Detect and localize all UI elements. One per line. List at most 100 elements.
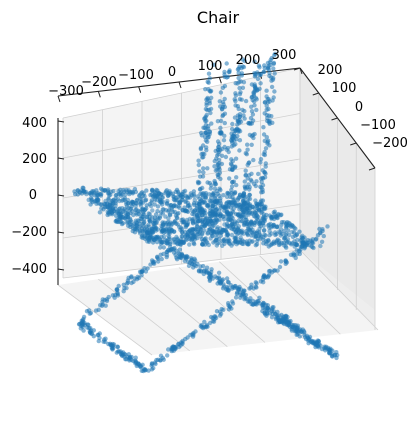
data-point	[207, 198, 212, 203]
data-point	[175, 242, 180, 247]
data-point	[226, 307, 232, 312]
data-point	[97, 210, 103, 215]
data-point	[225, 232, 231, 238]
data-point	[265, 311, 270, 316]
data-point	[217, 240, 222, 245]
data-point	[160, 207, 165, 212]
data-point	[169, 347, 174, 352]
data-point	[261, 235, 266, 240]
data-point	[245, 162, 250, 168]
grid-line	[138, 273, 228, 347]
data-point	[117, 206, 123, 211]
data-point	[166, 209, 171, 214]
data-point	[207, 129, 212, 134]
data-point	[302, 241, 307, 246]
data-point	[230, 301, 236, 306]
data-point	[233, 203, 239, 208]
data-point	[168, 203, 173, 208]
data-point	[247, 185, 252, 190]
data-point	[221, 138, 227, 143]
data-point	[202, 116, 208, 121]
y-tick-label: −100	[360, 118, 396, 133]
data-point	[268, 57, 273, 63]
data-point	[229, 184, 235, 189]
data-point	[148, 231, 153, 237]
data-point	[233, 103, 238, 108]
data-point	[191, 194, 197, 199]
data-point	[322, 346, 327, 351]
data-point	[225, 286, 230, 291]
data-point	[109, 345, 115, 350]
x-tick-label: 300	[272, 48, 297, 63]
data-point	[239, 73, 244, 78]
data-point	[121, 187, 126, 193]
data-point	[177, 205, 182, 210]
data-point	[190, 221, 196, 226]
data-point	[195, 218, 201, 224]
data-point	[277, 318, 282, 323]
data-point	[115, 197, 121, 202]
data-point	[283, 313, 289, 319]
data-point	[96, 201, 101, 206]
y-tick-label: 0	[355, 100, 363, 115]
data-point	[235, 240, 240, 245]
data-point	[195, 215, 200, 220]
data-point	[243, 168, 248, 173]
grid-line	[57, 284, 153, 356]
data-point	[213, 168, 218, 173]
data-point	[206, 123, 211, 129]
data-point	[196, 162, 201, 168]
data-point	[100, 299, 105, 305]
data-point	[152, 194, 158, 199]
data-point	[232, 191, 238, 196]
data-point	[211, 319, 217, 324]
data-point	[253, 73, 258, 78]
data-point	[237, 138, 243, 143]
data-point	[230, 223, 236, 228]
data-point	[213, 216, 219, 222]
data-point	[138, 203, 144, 208]
data-point	[95, 332, 101, 338]
data-point	[241, 80, 247, 85]
data-point	[107, 193, 112, 198]
data-point	[276, 212, 281, 218]
chart-title: Chair	[197, 8, 240, 27]
data-point	[278, 242, 283, 247]
data-point	[159, 199, 164, 204]
data-point	[149, 200, 154, 205]
data-point	[208, 186, 213, 191]
data-point	[116, 219, 121, 225]
data-point	[245, 200, 250, 205]
data-point	[250, 231, 255, 236]
data-point	[199, 133, 205, 138]
data-point	[241, 113, 246, 118]
data-point	[284, 224, 289, 229]
data-point	[286, 228, 291, 233]
data-point	[219, 130, 224, 135]
data-point	[226, 199, 231, 205]
data-point	[319, 239, 325, 244]
y-tick-label: −200	[372, 136, 408, 151]
data-point	[187, 242, 192, 247]
data-point	[232, 97, 237, 102]
data-point	[259, 198, 264, 203]
z-tick-label: 0	[29, 188, 37, 203]
data-point	[297, 229, 302, 234]
z-tick-label: 200	[22, 152, 47, 167]
data-point	[245, 176, 250, 181]
z-axis-tick	[57, 194, 65, 197]
data-point	[266, 106, 271, 112]
data-point	[210, 213, 215, 218]
data-point	[184, 195, 190, 200]
data-point	[203, 106, 209, 112]
data-point	[155, 204, 161, 209]
data-point	[235, 67, 241, 72]
data-point	[245, 231, 250, 237]
data-point	[203, 138, 209, 143]
data-point	[217, 309, 223, 314]
data-point	[200, 242, 205, 247]
grid-line	[178, 267, 266, 343]
data-point	[222, 104, 228, 110]
data-point	[264, 135, 269, 140]
data-point	[180, 197, 185, 202]
